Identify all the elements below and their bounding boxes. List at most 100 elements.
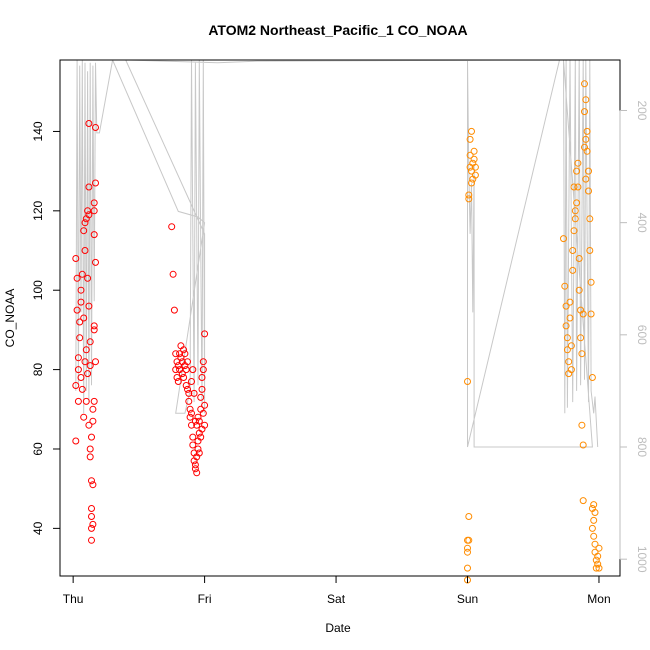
data-point [582, 96, 590, 104]
data-point [590, 516, 598, 524]
data-point [588, 374, 596, 381]
data-point [465, 191, 473, 199]
data-point [184, 385, 191, 393]
data-point [74, 354, 82, 362]
data-point [191, 461, 199, 469]
x-tick-label: Mon [587, 592, 610, 606]
data-point [591, 540, 599, 548]
data-point [86, 338, 94, 346]
data-point [565, 358, 573, 366]
data-point [85, 120, 93, 127]
data-point [72, 437, 80, 445]
data-point [464, 544, 471, 552]
data-point [567, 366, 575, 374]
data-point [465, 536, 473, 544]
data-point [570, 227, 578, 235]
data-point [178, 370, 186, 378]
data-point [465, 195, 473, 203]
data-point [81, 247, 89, 254]
data-point [197, 393, 205, 401]
data-point [86, 453, 94, 461]
data-point [591, 509, 599, 516]
data-point [173, 374, 181, 381]
y-tick-label: 100 [31, 280, 45, 300]
data-point [173, 358, 181, 366]
data-point [578, 350, 586, 358]
data-point [592, 556, 600, 564]
data-point [470, 147, 478, 155]
data-point [85, 211, 93, 219]
data-point [88, 477, 95, 485]
data-point [85, 183, 93, 191]
x-tick-label: Sun [457, 592, 478, 606]
data-point [199, 358, 207, 366]
data-point [585, 167, 592, 175]
x-axis: Thu Fri Sat Sun Mon [63, 575, 611, 606]
data-point [198, 374, 206, 381]
data-point [571, 207, 579, 215]
data-point [80, 314, 88, 322]
data-point [586, 215, 594, 223]
data-point [182, 382, 190, 389]
data-point [90, 322, 98, 330]
data-point [590, 532, 598, 540]
y-axis: 40 60 80 100 120 140 [31, 121, 61, 535]
data-point [201, 401, 209, 409]
data-point [74, 397, 82, 405]
x-tick-label: Fri [198, 592, 212, 606]
data-point [92, 124, 99, 131]
data-point [170, 306, 178, 314]
data-point [90, 397, 98, 405]
data-point [88, 505, 95, 512]
data-point [180, 346, 188, 354]
data-point [464, 548, 471, 556]
data-point [86, 445, 94, 453]
data-point [84, 274, 92, 282]
data-point [80, 227, 88, 235]
data-point [89, 520, 97, 528]
data-point [464, 564, 471, 572]
data-point [468, 167, 475, 175]
data-point [169, 270, 177, 278]
data-point [465, 513, 473, 520]
y-tick-label: 80 [31, 363, 45, 377]
data-point [180, 374, 188, 381]
data-point [189, 366, 197, 374]
data-point [581, 108, 588, 116]
data-point [470, 155, 478, 163]
data-point [198, 385, 206, 393]
data-point [76, 334, 84, 342]
y-axis-right: 200 400 600 800 1000 [619, 100, 649, 573]
data-point [81, 219, 89, 227]
data-point [73, 274, 81, 282]
data-point [188, 421, 195, 429]
data-point [575, 255, 583, 262]
plot-frame [59, 59, 621, 577]
data-point [85, 302, 93, 310]
data-point [471, 163, 479, 171]
data-point [92, 258, 99, 266]
x-tick-label: Thu [63, 592, 84, 606]
data-point [566, 314, 574, 322]
data-point [566, 298, 574, 306]
data-point [575, 286, 583, 294]
data-point [198, 425, 206, 433]
data-point [567, 342, 575, 350]
y-tick-label-right: 1000 [635, 546, 649, 573]
altitude-trace [75, 60, 599, 448]
data-point [577, 334, 585, 342]
y-tick-label: 140 [31, 121, 45, 141]
data-point [78, 270, 86, 278]
data-point [579, 441, 587, 449]
data-point [72, 255, 80, 262]
y-tick-label-right: 600 [635, 325, 649, 345]
data-point [85, 421, 93, 429]
data-point [174, 378, 182, 385]
data-point [590, 501, 598, 509]
data-point [84, 370, 92, 378]
data-point [466, 151, 474, 159]
data-point [82, 346, 90, 354]
data-point [193, 421, 201, 429]
data-point [194, 445, 202, 453]
data-point [168, 223, 176, 231]
